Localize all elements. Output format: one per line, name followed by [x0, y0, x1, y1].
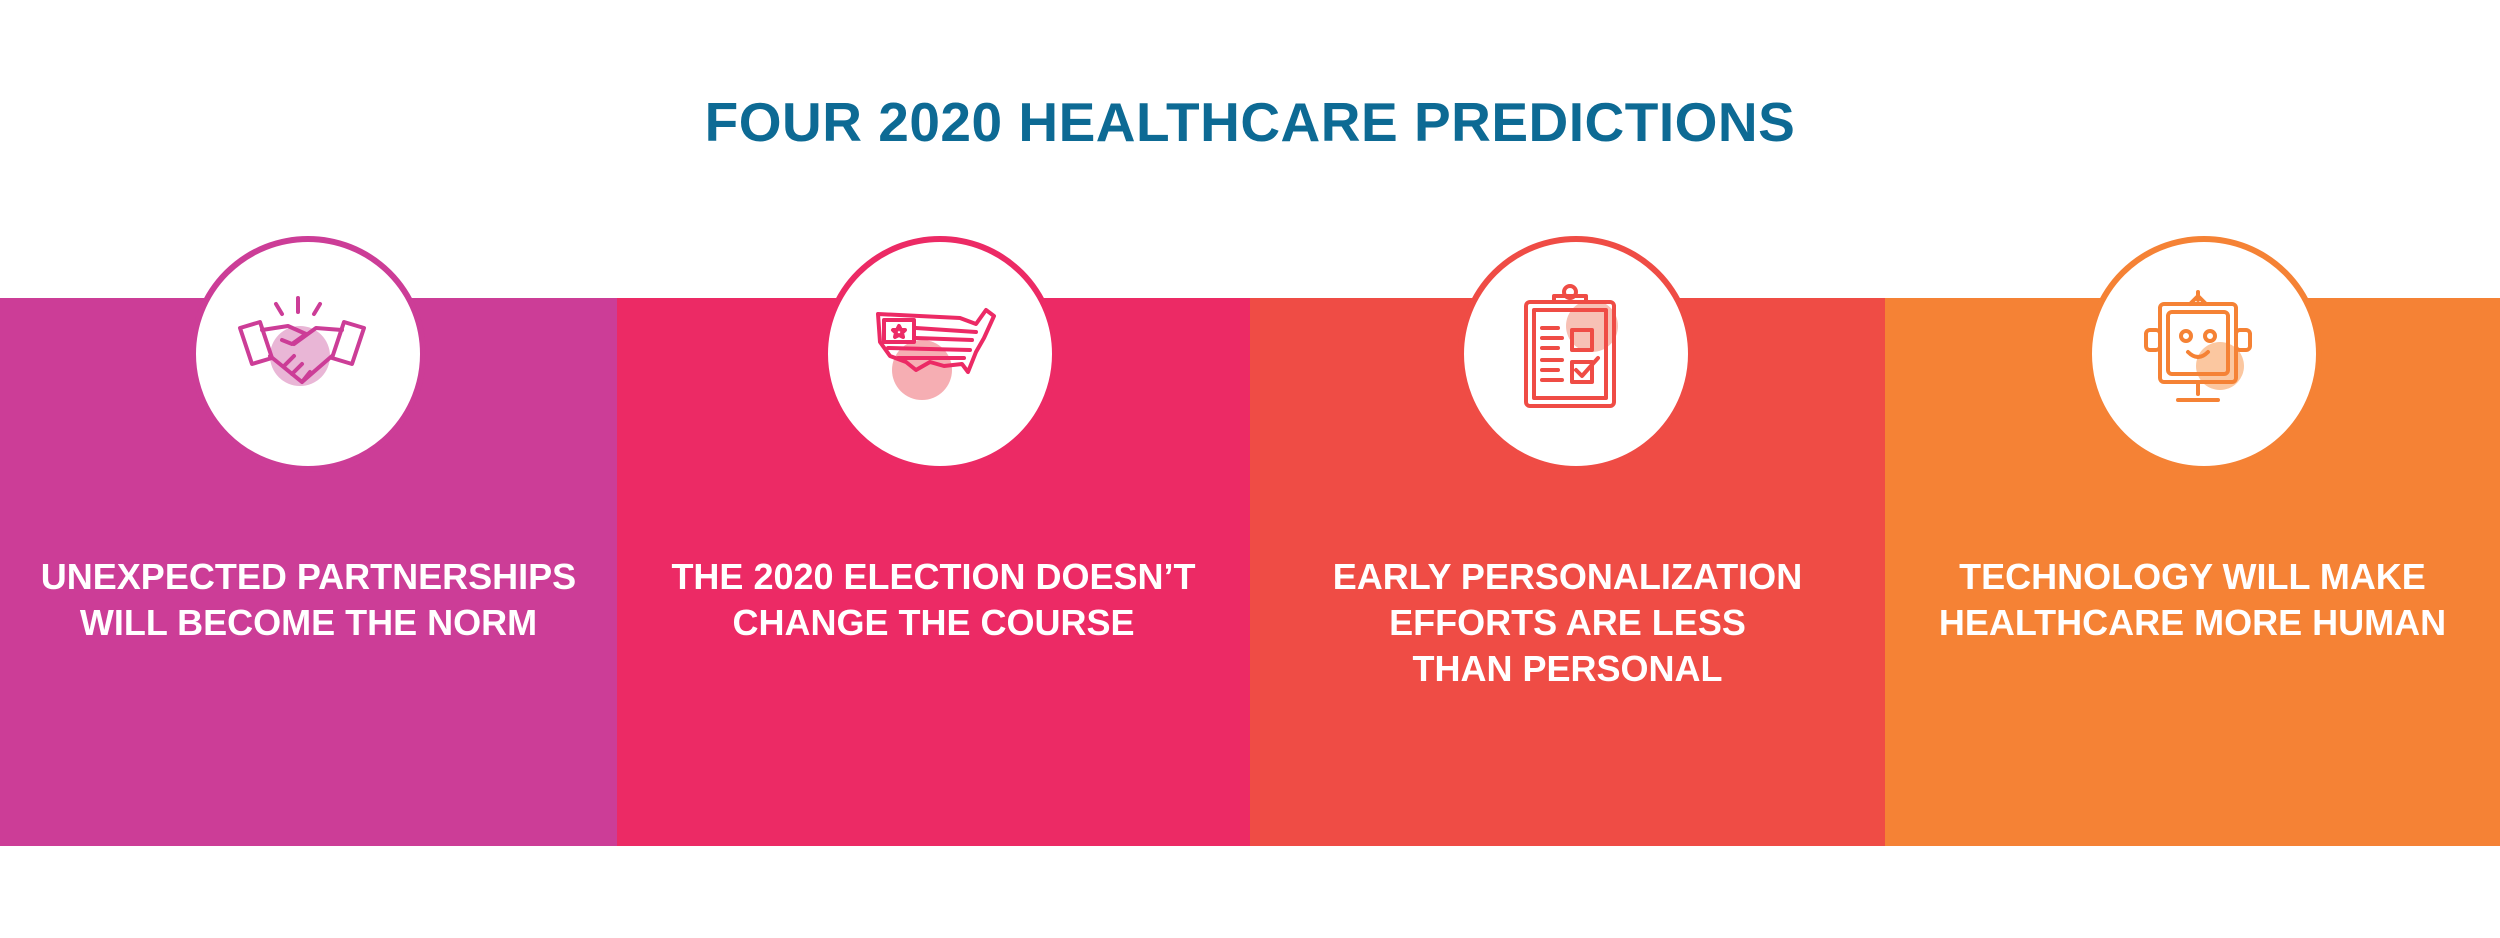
clipboard-badge	[1458, 236, 1694, 472]
prediction-card-partnerships: UNEXPECTED PARTNERSHIPS WILL BECOME THE …	[0, 236, 617, 846]
us-map-badge	[822, 236, 1058, 472]
prediction-label: TECHNOLOGY WILL MAKE HEALTHCARE MORE HUM…	[1938, 556, 2447, 643]
prediction-label: THE 2020 ELECTION DOESN’T CHANGE THE COU…	[671, 556, 1196, 643]
clipboard-checklist-icon	[1524, 284, 1618, 408]
page-title: FOUR 2020 HEALTHCARE PREDICTIONS	[704, 91, 1796, 153]
prediction-card-election: THE 2020 ELECTION DOESN’T CHANGE THE COU…	[617, 236, 1250, 846]
robot-icon	[2144, 290, 2252, 402]
robot-badge	[2086, 236, 2322, 472]
prediction-label: UNEXPECTED PARTNERSHIPS WILL BECOME THE …	[40, 556, 577, 643]
prediction-card-technology: TECHNOLOGY WILL MAKE HEALTHCARE MORE HUM…	[1885, 236, 2500, 846]
predictions-row: UNEXPECTED PARTNERSHIPS WILL BECOME THE …	[0, 236, 2500, 846]
prediction-label: EARLY PERSONALIZATION EFFORTS ARE LESS T…	[1332, 556, 1803, 689]
handshake-icon	[238, 296, 366, 386]
prediction-card-personalization: EARLY PERSONALIZATION EFFORTS ARE LESS T…	[1250, 236, 1885, 846]
us-map-flag-icon	[876, 308, 996, 400]
handshake-badge	[190, 236, 426, 472]
